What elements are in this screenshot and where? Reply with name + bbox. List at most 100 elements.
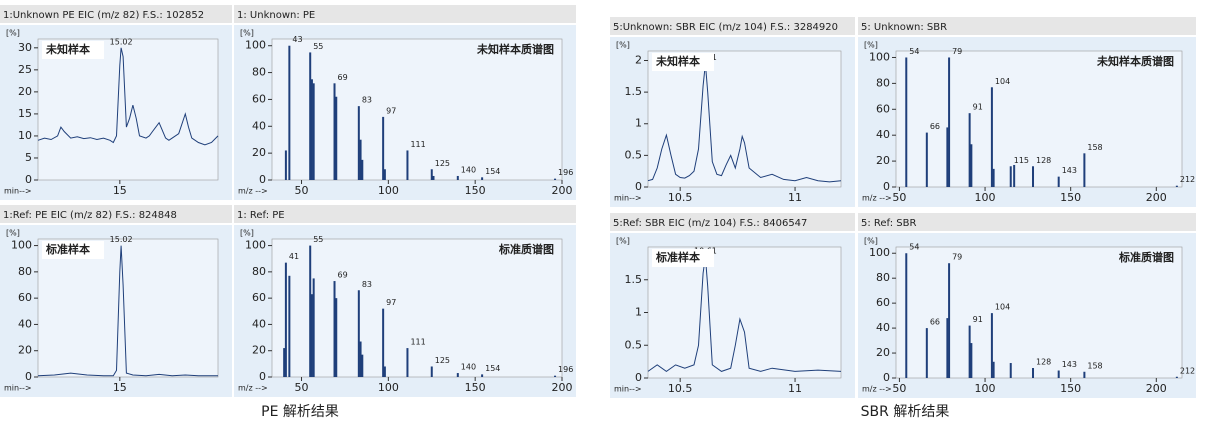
chromatogram-line [37,47,219,146]
peak-label: 83 [362,96,372,105]
peak-label: 154 [485,167,500,176]
annotation: 未知样本 [655,54,700,68]
x-tick-label: 100 [378,184,399,197]
spectrum-stick [430,169,433,180]
y-tick-label: 0 [635,371,642,384]
y-tick-label: 80 [876,271,890,284]
x-tick-label: 150 [465,184,486,197]
panel-header [858,17,1196,35]
spectrum-stick [990,87,993,187]
y-unit: [%] [616,41,630,50]
peak-label: 66 [930,318,940,327]
y-unit: [%] [240,229,254,238]
y-tick-label: 20 [876,154,890,167]
spectrum-stick [992,361,995,378]
spectrum-stick [283,348,286,377]
panel-header [610,213,855,231]
y-tick-label: 100 [869,50,890,63]
y-tick-label: 40 [18,317,32,330]
spectrum-stick [481,374,484,377]
y-tick-label: 25 [18,63,32,76]
spectrum-stick [309,52,312,180]
spectrum-stick [946,318,949,378]
panel-header [0,5,232,23]
panel-title: 5:Unknown: SBR EIC (m/z 104) F.S.: 32849… [613,22,838,33]
spectrum-stick [1057,370,1060,378]
x-tick-label: 200 [552,381,573,394]
spectrum-stick [309,245,312,377]
chromatogram-line [647,256,842,373]
y-tick-label: 40 [876,321,890,334]
x-axis-label: min--> [614,385,642,394]
y-tick-label: 40 [252,317,266,330]
y-tick-label: 0 [259,173,266,186]
x-axis-label: m/z --> [238,187,268,196]
y-unit: [%] [6,229,20,238]
spectrum-stick [284,150,287,180]
peak-label: 158 [1087,361,1102,370]
x-tick-label: 150 [1060,191,1081,204]
plot-area [895,246,1183,379]
panel-title: 5: Unknown: SBR [861,22,947,33]
chromatogram-line [647,63,842,183]
plot-area [895,50,1183,188]
y-tick-label: 0 [25,370,32,383]
spectrum-stick [361,354,364,377]
spectrum-stick [1057,176,1060,187]
y-tick-label: 0 [25,173,32,186]
panel-header [0,205,232,223]
peak-label: 111 [410,338,425,347]
peak-label: 69 [338,73,348,82]
annotation: 标准质谱图 [498,242,554,256]
panel-title: 1: Unknown: PE [237,10,315,21]
chromatogram-line [37,245,218,377]
spectrum-stick [335,298,338,377]
y-tick-label: 20 [876,346,890,359]
y-tick-label: 80 [252,66,266,79]
peak-label: 104 [995,77,1010,86]
panel-header [234,5,576,23]
peak-label: 158 [1087,143,1102,152]
y-tick-label: 100 [245,39,266,52]
y-tick-label: 1 [635,117,642,130]
spectrum-stick [1032,368,1035,378]
x-tick-label: 50 [892,382,906,395]
y-tick-label: 20 [18,344,32,357]
peak-label: 79 [952,253,962,262]
y-tick-label: 0 [883,371,890,384]
peak-label: 97 [386,298,396,307]
x-tick-label: 10.5 [668,382,693,395]
spectrum-stick [284,262,287,377]
spectrum-stick [359,341,362,377]
spectrum-stick [948,57,951,187]
annotation-box [652,53,714,71]
y-unit: [%] [864,237,878,246]
spectrum-stick [357,290,360,377]
x-axis-label: m/z --> [238,384,268,393]
peak-label: 83 [362,280,372,289]
spectrum-stick [970,144,973,187]
annotation: 未知样本 [45,42,90,56]
spectrum-stick [481,177,484,180]
spectrum-stick [925,132,928,187]
spectrum-stick [456,373,459,377]
panel-header [234,205,576,223]
spectrum-stick [1083,371,1086,378]
spectrum-stick [968,325,971,378]
y-tick-label: 2 [635,53,642,66]
x-tick-label: 50 [295,184,309,197]
peak-label: 128 [1036,156,1051,165]
panel-title: 5:Ref: SBR EIC (m/z 104) F.S.: 8406547 [613,218,807,229]
spectrum-stick [406,348,409,377]
panel-title: 5: Ref: SBR [861,218,916,229]
peak-label: 54 [909,47,919,56]
y-tick-label: 60 [18,291,32,304]
spectrum-stick [1013,164,1016,187]
spectrum-stick [948,263,951,378]
y-unit: [%] [864,41,878,50]
x-tick-label: 10.5 [668,191,693,204]
peak-label: 143 [1062,360,1077,369]
panel-header [858,213,1196,231]
x-tick-label: 100 [975,191,996,204]
